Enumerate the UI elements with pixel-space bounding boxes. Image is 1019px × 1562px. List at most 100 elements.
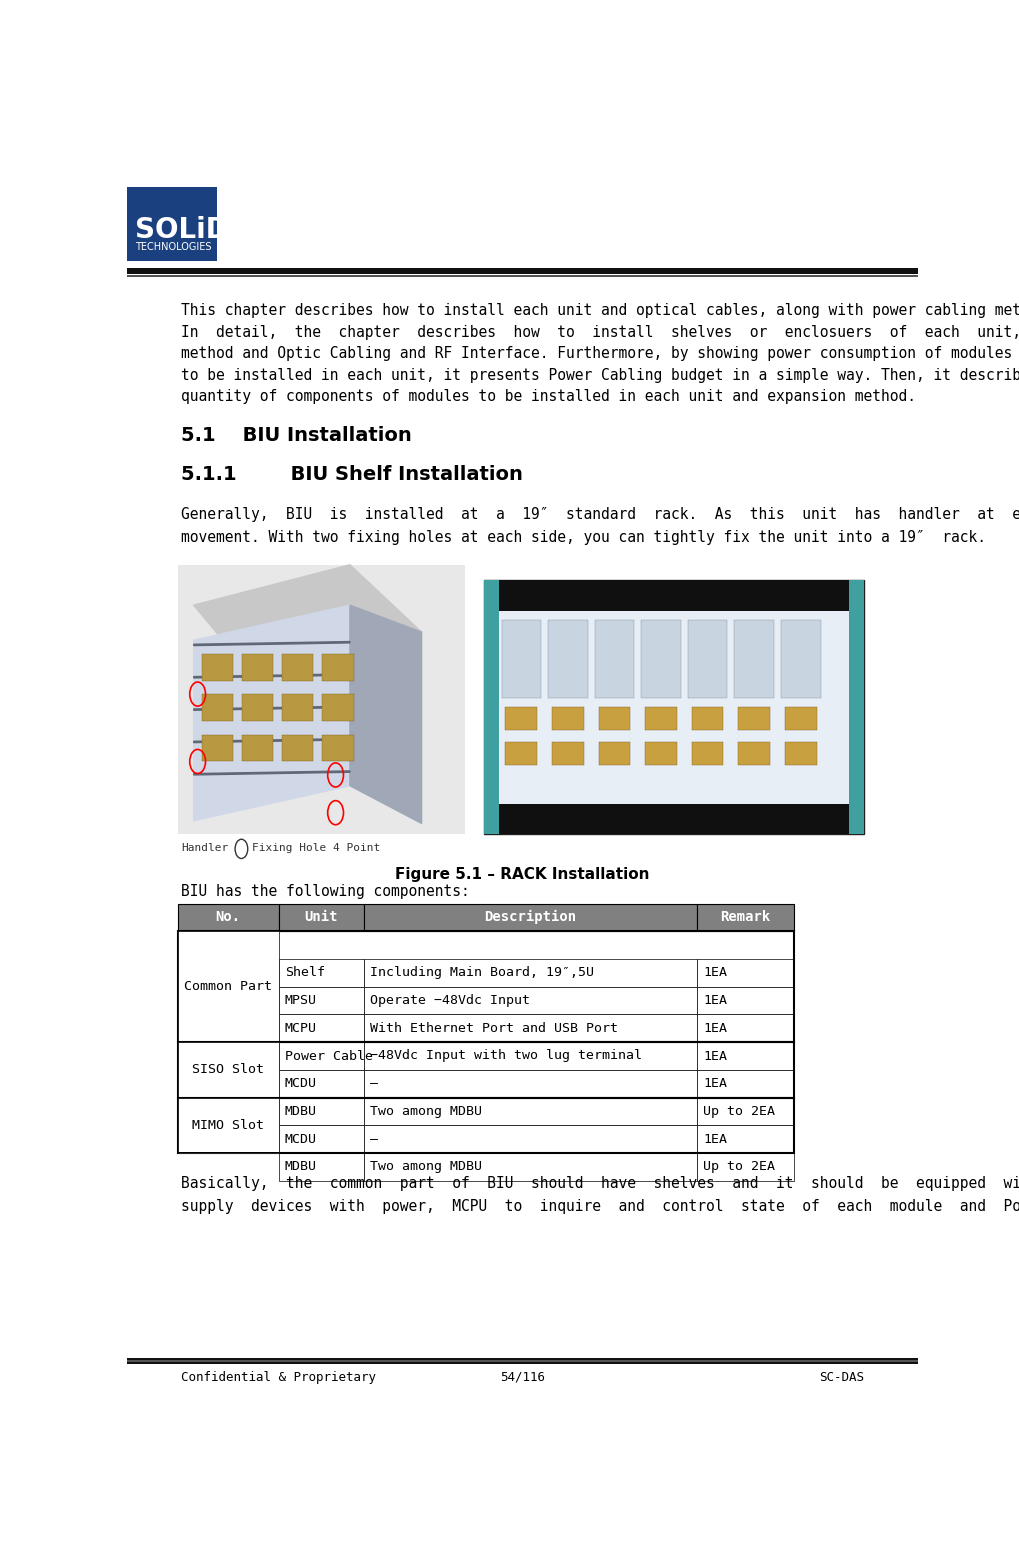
Bar — [364, 959, 696, 987]
Bar — [278, 903, 364, 931]
Bar — [691, 708, 722, 731]
Text: TECHNOLOGIES: TECHNOLOGIES — [136, 242, 212, 253]
Text: Including Main Board, 19″,5U: Including Main Board, 19″,5U — [370, 967, 594, 979]
Text: 5.1    BIU Installation: 5.1 BIU Installation — [181, 426, 412, 445]
Bar — [281, 734, 313, 762]
Text: MDBU: MDBU — [284, 1104, 317, 1118]
Bar — [202, 734, 233, 762]
Bar — [278, 1070, 364, 1098]
Text: Two among MDBU: Two among MDBU — [370, 1104, 482, 1118]
Text: 1EA: 1EA — [703, 1022, 727, 1034]
Bar — [598, 708, 630, 731]
Bar — [781, 620, 820, 698]
Bar — [505, 708, 537, 731]
Text: –: – — [370, 1132, 378, 1145]
Text: Basically,  the  common  part  of  BIU  should  have  shelves  and  it  should  : Basically, the common part of BIU should… — [181, 1176, 1019, 1192]
Polygon shape — [194, 706, 350, 711]
Bar — [177, 1098, 278, 1153]
Bar — [738, 708, 769, 731]
Polygon shape — [194, 642, 350, 645]
Text: 54/116: 54/116 — [499, 1370, 545, 1384]
Bar — [364, 1070, 696, 1098]
Text: In  detail,  the  chapter  describes  how  to  install  shelves  or  enclosuers : In detail, the chapter describes how to … — [181, 325, 1019, 339]
Bar — [734, 620, 773, 698]
Text: Remark: Remark — [719, 911, 770, 925]
Bar — [691, 742, 722, 765]
Bar — [696, 1070, 793, 1098]
Text: SISO Slot: SISO Slot — [192, 1064, 264, 1076]
Text: Handler: Handler — [181, 843, 229, 853]
Bar — [202, 694, 233, 722]
Bar — [364, 1042, 696, 1070]
Bar — [484, 580, 498, 834]
Text: Common Part: Common Part — [184, 981, 272, 993]
Bar — [738, 742, 769, 765]
Text: –: – — [370, 1078, 378, 1090]
Bar — [281, 653, 313, 681]
Bar — [278, 987, 364, 1014]
Polygon shape — [350, 604, 421, 823]
Text: No.: No. — [215, 911, 240, 925]
Text: Description: Description — [484, 911, 576, 925]
Text: Up to 2EA: Up to 2EA — [703, 1104, 774, 1118]
Text: Shelf: Shelf — [284, 967, 325, 979]
Bar — [177, 931, 278, 1042]
Text: SC-DAS: SC-DAS — [818, 1370, 863, 1384]
Bar — [696, 903, 793, 931]
Bar — [696, 987, 793, 1014]
Bar — [501, 620, 541, 698]
Bar — [848, 580, 863, 834]
Bar — [177, 903, 278, 931]
Bar — [364, 903, 696, 931]
Bar — [177, 1042, 793, 1098]
Bar — [177, 565, 465, 834]
Text: MDBU: MDBU — [284, 1161, 317, 1173]
Bar — [645, 708, 677, 731]
Text: 1EA: 1EA — [703, 1078, 727, 1090]
Bar — [645, 742, 677, 765]
Text: supply  devices  with  power,  MCPU  to  inquire  and  control  state  of  each : supply devices with power, MCPU to inqui… — [181, 1200, 1019, 1214]
Bar — [498, 611, 848, 804]
Bar — [641, 620, 681, 698]
Text: MCPU: MCPU — [284, 1022, 317, 1034]
Bar — [696, 1153, 793, 1181]
Bar — [364, 1014, 696, 1042]
Bar — [127, 187, 216, 261]
Text: 1EA: 1EA — [703, 967, 727, 979]
Bar — [278, 1014, 364, 1042]
Bar — [696, 1125, 793, 1153]
Bar — [498, 580, 848, 611]
Text: 1EA: 1EA — [703, 1050, 727, 1062]
Bar — [364, 1153, 696, 1181]
Text: Figure 5.1 – RACK Installation: Figure 5.1 – RACK Installation — [395, 867, 649, 881]
Bar — [281, 694, 313, 722]
Polygon shape — [194, 772, 350, 775]
Text: Power Cable: Power Cable — [284, 1050, 373, 1062]
Text: movement. With two fixing holes at each side, you can tightly fix the unit into : movement. With two fixing holes at each … — [181, 530, 985, 545]
Text: to be installed in each unit, it presents Power Cabling budget in a simple way. : to be installed in each unit, it present… — [181, 367, 1019, 383]
Bar — [364, 987, 696, 1014]
Bar — [696, 1014, 793, 1042]
Text: With Ethernet Port and USB Port: With Ethernet Port and USB Port — [370, 1022, 618, 1034]
Bar — [551, 708, 583, 731]
Polygon shape — [194, 739, 350, 742]
Bar — [687, 620, 727, 698]
Bar — [322, 734, 354, 762]
Bar — [242, 694, 273, 722]
Bar — [551, 742, 583, 765]
Bar — [278, 1153, 364, 1181]
Bar — [598, 742, 630, 765]
Text: Operate −48Vdc Input: Operate −48Vdc Input — [370, 993, 530, 1007]
Polygon shape — [194, 673, 350, 678]
Bar — [696, 1098, 793, 1125]
Bar — [322, 694, 354, 722]
Text: MCDU: MCDU — [284, 1132, 317, 1145]
Bar — [505, 742, 537, 765]
Text: MIMO Slot: MIMO Slot — [192, 1118, 264, 1132]
Text: method and Optic Cabling and RF Interface. Furthermore, by showing power consump: method and Optic Cabling and RF Interfac… — [181, 347, 1012, 361]
Bar — [547, 620, 587, 698]
Bar — [364, 1125, 696, 1153]
Text: MPSU: MPSU — [284, 993, 317, 1007]
Bar — [278, 959, 364, 987]
Polygon shape — [194, 604, 350, 820]
